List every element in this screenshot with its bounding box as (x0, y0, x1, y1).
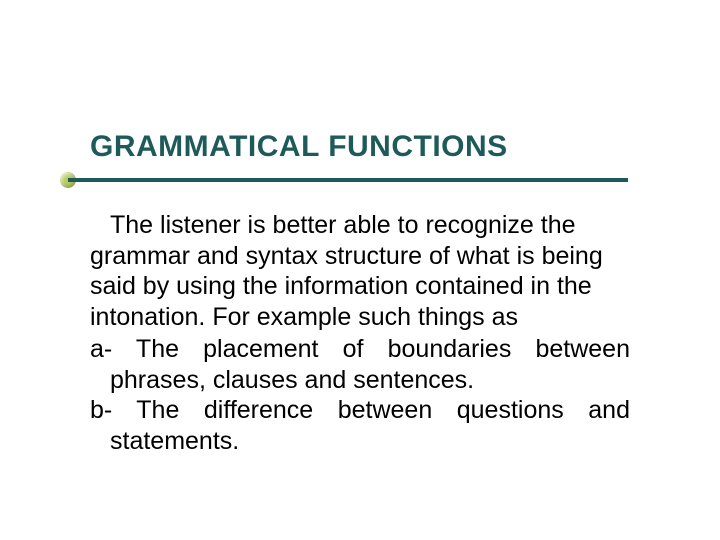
list-item-b: b- The difference between questions and … (90, 395, 630, 456)
slide-title: GRAMMATICAL FUNCTIONS (90, 130, 508, 164)
body-text: The listener is better able to recognize… (90, 210, 630, 456)
slide: GRAMMATICAL FUNCTIONS The listener is be… (0, 0, 720, 540)
list-item-a: a- The placement of boundaries between p… (90, 334, 630, 395)
intro-paragraph: The listener is better able to recognize… (90, 210, 630, 332)
title-underline (68, 178, 628, 182)
